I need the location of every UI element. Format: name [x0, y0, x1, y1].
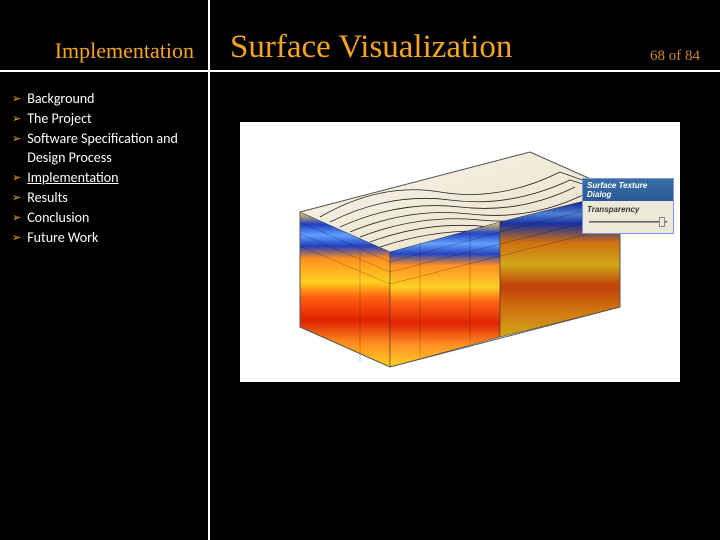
slider-track	[589, 221, 667, 223]
slider-thumb[interactable]	[659, 217, 665, 227]
arrow-icon: ➢	[12, 112, 21, 126]
transparency-slider[interactable]	[587, 217, 669, 227]
page-separator: of	[669, 48, 682, 64]
dialog-body: Transparency	[583, 201, 673, 233]
nav-item-results[interactable]: ➢ Results	[12, 189, 198, 207]
nav-item-implementation[interactable]: ➢ Implementation	[12, 169, 198, 187]
arrow-icon: ➢	[12, 191, 21, 205]
nav-label: Results	[27, 189, 68, 207]
nav-label: Background	[27, 90, 94, 108]
page-counter: 68 of 84	[650, 48, 700, 65]
page-total: 84	[685, 48, 700, 64]
nav-item-conclusion[interactable]: ➢ Conclusion	[12, 209, 198, 227]
seismic-cube-icon	[240, 122, 680, 382]
nav-label: Software Specification and Design Proces…	[27, 130, 198, 166]
surface-texture-dialog[interactable]: Surface Texture Dialog Transparency	[582, 178, 674, 234]
dialog-title: Surface Texture Dialog	[583, 179, 673, 201]
nav-item-future-work[interactable]: ➢ Future Work	[12, 229, 198, 247]
nav-label: Implementation	[27, 169, 118, 187]
surface-visualization-figure: Surface Texture Dialog Transparency	[240, 122, 680, 382]
arrow-icon: ➢	[12, 211, 21, 225]
arrow-icon: ➢	[12, 231, 21, 245]
page-current: 68	[650, 48, 665, 64]
nav-item-software-spec[interactable]: ➢ Software Specification and Design Proc…	[12, 130, 198, 166]
main-content: Surface Texture Dialog Transparency	[210, 72, 720, 540]
arrow-icon: ➢	[12, 132, 21, 146]
transparency-label: Transparency	[587, 205, 669, 214]
nav-item-project[interactable]: ➢ The Project	[12, 110, 198, 128]
section-label: Implementation	[0, 0, 210, 72]
slide-body: ➢ Background ➢ The Project ➢ Software Sp…	[0, 72, 720, 540]
nav-label: The Project	[27, 110, 92, 128]
nav-item-background[interactable]: ➢ Background	[12, 90, 198, 108]
nav-label: Conclusion	[27, 209, 89, 227]
slide-title: Surface Visualization	[210, 0, 720, 72]
nav-label: Future Work	[27, 229, 98, 247]
arrow-icon: ➢	[12, 171, 21, 185]
slide-header: Implementation Surface Visualization	[0, 0, 720, 72]
navigation-sidebar: ➢ Background ➢ The Project ➢ Software Sp…	[0, 72, 210, 540]
arrow-icon: ➢	[12, 92, 21, 106]
